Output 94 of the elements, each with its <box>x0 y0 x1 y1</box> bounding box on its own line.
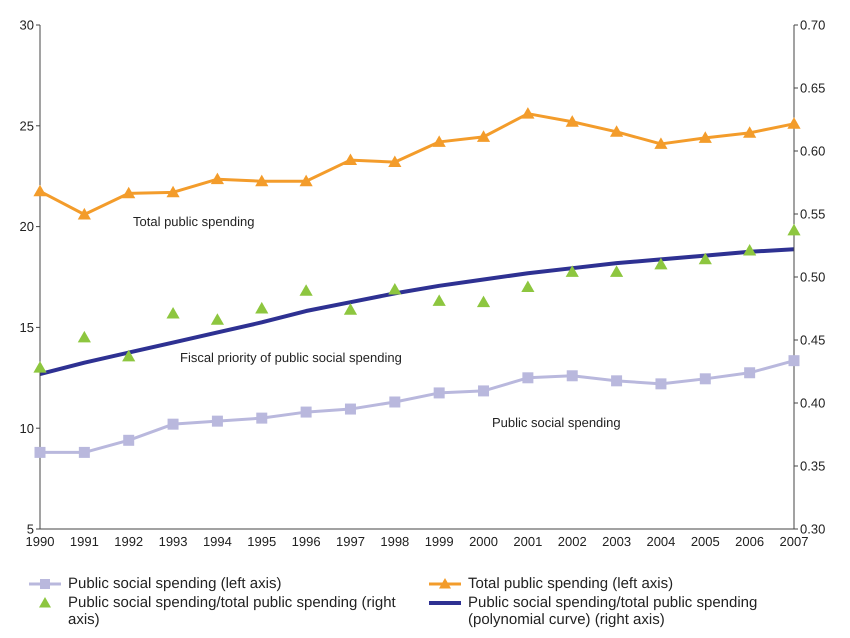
point <box>210 313 224 325</box>
point <box>122 350 136 362</box>
point <box>611 375 622 386</box>
x-tick-label: 1995 <box>247 534 276 550</box>
x-tick-label: 2006 <box>735 534 764 550</box>
point <box>255 174 268 186</box>
y2-tick-label: 0.50 <box>800 270 826 285</box>
annotation: Fiscal priority of public social spending <box>180 350 402 365</box>
point <box>166 186 180 198</box>
point <box>78 446 90 458</box>
point <box>434 387 445 398</box>
point <box>787 117 801 129</box>
point <box>744 367 756 378</box>
point <box>166 306 180 318</box>
point <box>432 294 446 306</box>
y-tick-label: 10 <box>20 420 34 436</box>
point <box>78 208 91 220</box>
y-tick-label: 25 <box>20 118 34 134</box>
point <box>787 224 801 236</box>
point <box>210 172 224 184</box>
point <box>698 131 712 143</box>
legend-label: Total public spending (left axis) <box>468 575 674 592</box>
x-tick-label: 1990 <box>26 534 54 550</box>
point <box>521 280 534 292</box>
x-tick-label: 1996 <box>292 534 321 550</box>
point <box>255 302 268 314</box>
x-tick-label: 1992 <box>114 534 144 550</box>
point <box>566 265 579 277</box>
point <box>476 130 490 142</box>
point <box>344 303 358 315</box>
point <box>566 115 579 127</box>
point <box>34 446 46 458</box>
point <box>654 137 668 149</box>
y2-tick-label: 0.30 <box>800 522 826 537</box>
x-tick-label: 2003 <box>602 534 632 550</box>
x-tick-label: 1997 <box>336 534 365 550</box>
x-tick-label: 2007 <box>780 534 808 550</box>
point <box>743 244 756 256</box>
point <box>33 361 47 373</box>
y-tick-label: 5 <box>26 522 34 537</box>
x-tick-label: 1993 <box>158 534 188 550</box>
point <box>300 406 312 418</box>
x-tick-label: 1998 <box>380 534 410 550</box>
point <box>610 125 624 137</box>
point <box>610 265 624 277</box>
point <box>388 155 402 168</box>
legend-label: Public social spending/total public spending (polynomial curve) (right axis) <box>468 594 758 628</box>
point <box>521 107 534 119</box>
legend-label: Public social spending (left axis) <box>68 575 282 592</box>
x-tick-label: 2001 <box>513 534 542 550</box>
point <box>478 385 490 396</box>
y2-tick-label: 0.65 <box>800 80 826 96</box>
point <box>122 186 136 198</box>
point <box>655 378 666 390</box>
point <box>389 396 400 408</box>
point <box>476 296 490 308</box>
y-tick-label: 30 <box>20 18 34 33</box>
point <box>344 404 356 415</box>
point <box>566 370 578 382</box>
point <box>256 412 268 424</box>
y2-tick-label: 0.55 <box>800 206 826 222</box>
point <box>700 373 711 384</box>
point <box>123 434 134 446</box>
y-tick-label: 20 <box>20 219 34 234</box>
point <box>300 284 313 296</box>
y2-tick-label: 0.45 <box>800 332 826 348</box>
point <box>522 372 534 384</box>
point <box>698 252 712 264</box>
point <box>743 126 756 138</box>
annotation: Total public spending <box>133 214 254 229</box>
y2-tick-label: 0.40 <box>800 396 826 411</box>
y2-tick-label: 0.70 <box>800 18 826 33</box>
x-tick-label: 2005 <box>690 534 720 550</box>
x-tick-label: 1991 <box>70 534 99 550</box>
point <box>432 135 446 147</box>
point <box>654 258 668 270</box>
point <box>78 330 91 342</box>
y2-tick-label: 0.60 <box>800 144 826 159</box>
x-tick-label: 2004 <box>646 534 676 550</box>
point <box>212 416 223 427</box>
legend-label: Public social spending/total public spending (right axis) <box>68 594 397 628</box>
x-tick-label: 1994 <box>202 534 232 550</box>
y-tick-label: 15 <box>20 320 34 336</box>
y2-tick-label: 0.35 <box>800 458 826 474</box>
point <box>33 184 47 196</box>
point <box>788 355 800 366</box>
x-tick-label: 2002 <box>558 534 587 550</box>
annotation: Public social spending <box>492 415 621 430</box>
point <box>344 153 358 166</box>
point <box>388 283 402 295</box>
x-tick-label: 1999 <box>424 534 454 550</box>
point <box>168 418 179 430</box>
x-tick-label: 2000 <box>469 534 498 550</box>
point <box>300 174 313 186</box>
